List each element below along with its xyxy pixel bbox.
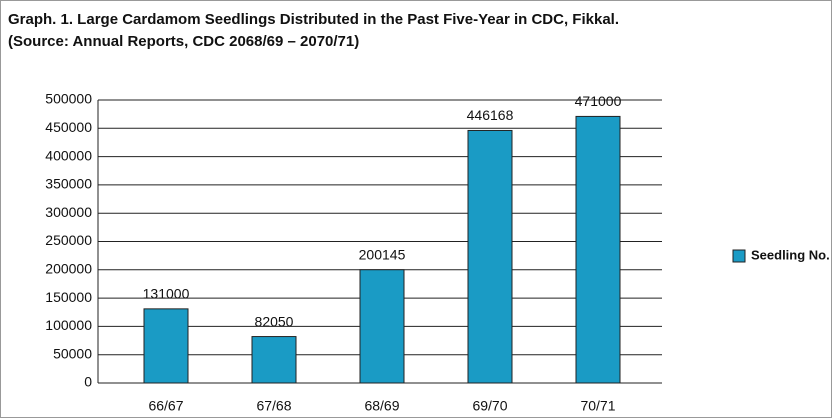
y-tick-label: 0 xyxy=(84,374,92,390)
y-tick-label: 350000 xyxy=(45,176,92,192)
bar xyxy=(467,129,513,384)
y-tick-label: 300000 xyxy=(45,204,92,220)
y-tick-label: 450000 xyxy=(45,119,92,135)
y-tick-label: 250000 xyxy=(45,232,92,248)
x-tick-label: 70/71 xyxy=(580,398,615,414)
x-tick-label: 67/68 xyxy=(256,398,291,414)
data-label: 82050 xyxy=(255,313,294,329)
y-tick-label: 200000 xyxy=(45,261,92,277)
y-tick-label: 50000 xyxy=(53,345,92,361)
bar xyxy=(575,115,621,384)
chart-title: Graph. 1. Large Cardamom Seedlings Distr… xyxy=(8,11,619,28)
legend-swatch xyxy=(732,249,746,263)
bar xyxy=(359,269,405,384)
chart-subtitle: (Source: Annual Reports, CDC 2068/69 – 2… xyxy=(8,33,359,50)
y-tick-label: 500000 xyxy=(45,91,92,107)
y-tick-label: 100000 xyxy=(45,317,92,333)
data-label: 200145 xyxy=(359,246,406,262)
x-tick-label: 66/67 xyxy=(148,398,183,414)
y-tick-label: 400000 xyxy=(45,147,92,163)
data-label: 446168 xyxy=(467,107,514,123)
bar xyxy=(143,308,189,384)
y-tick-label: 150000 xyxy=(45,289,92,305)
x-tick-label: 68/69 xyxy=(364,398,399,414)
legend-label: Seedling No. xyxy=(751,247,830,262)
data-label: 471000 xyxy=(575,93,622,109)
bar xyxy=(251,336,297,384)
x-tick-label: 69/70 xyxy=(472,398,507,414)
data-label: 131000 xyxy=(143,286,190,302)
